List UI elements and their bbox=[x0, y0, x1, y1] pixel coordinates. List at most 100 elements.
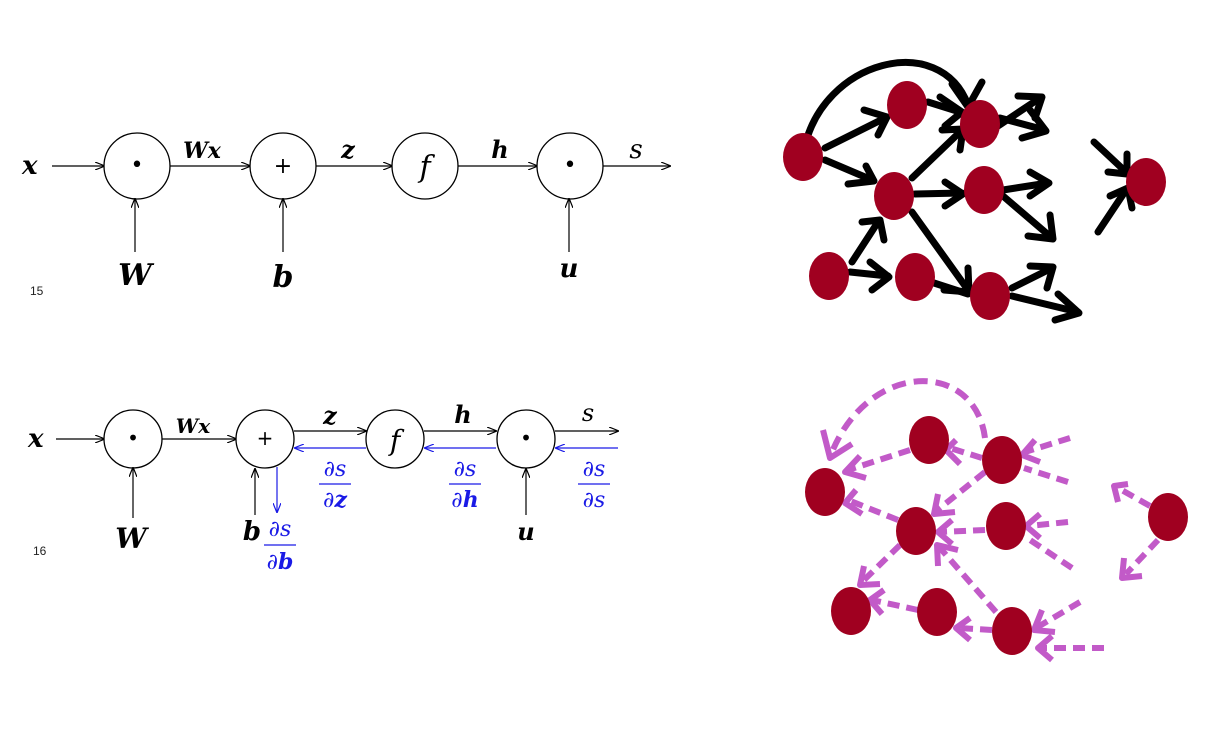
forward-arrow bbox=[848, 218, 882, 266]
forward-arrow bbox=[1094, 186, 1130, 236]
backward-arrowhead bbox=[935, 517, 954, 547]
forward-arrowhead bbox=[1014, 92, 1046, 122]
graph-node bbox=[960, 100, 1000, 148]
mult-node-2-symbol: • bbox=[564, 153, 577, 178]
graph-node bbox=[982, 436, 1022, 484]
label-s: s bbox=[629, 135, 642, 165]
graph-node bbox=[917, 588, 957, 636]
forward-arrow bbox=[908, 126, 966, 182]
backward-arrow bbox=[939, 527, 986, 535]
forward-arrow bbox=[911, 189, 966, 198]
mult-node-1-symbol: • bbox=[131, 153, 144, 178]
forward-flow-graph bbox=[800, 59, 1136, 324]
backward-arrow bbox=[1023, 465, 1069, 485]
add-node-2-symbol: + bbox=[257, 426, 274, 450]
forward-arrowhead bbox=[936, 93, 966, 130]
forward-arrowhead bbox=[1051, 290, 1083, 324]
input-u-label: u bbox=[560, 254, 579, 284]
backward-arrowhead bbox=[931, 493, 956, 517]
forward-arrowhead bbox=[1026, 168, 1053, 200]
backward-arrowhead bbox=[953, 615, 972, 643]
forward-arrow bbox=[908, 208, 972, 294]
backward-arrow bbox=[1024, 435, 1071, 455]
label-Wx-2: Wx bbox=[176, 414, 211, 438]
input-x-label-2: x bbox=[27, 424, 44, 454]
forward-arrowhead bbox=[844, 162, 878, 188]
label-h-2: h bbox=[454, 400, 471, 429]
backward-arrow bbox=[846, 497, 900, 523]
forward-computation-graph: x • W Wx + b z f h • u s bbox=[21, 132, 670, 295]
label-s-2: s bbox=[582, 399, 594, 427]
backward-arrowhead bbox=[1035, 633, 1054, 663]
backward-arrowhead bbox=[857, 565, 881, 588]
add-node-2 bbox=[235, 409, 295, 469]
backward-arrow bbox=[859, 542, 903, 585]
graph-node bbox=[964, 166, 1004, 214]
graph-node bbox=[992, 607, 1032, 655]
label-z-2: z bbox=[322, 401, 338, 430]
forward-arrowhead bbox=[860, 106, 891, 139]
backward-arrowhead bbox=[842, 453, 867, 481]
gradient-ds-dh: ∂s ∂h bbox=[449, 457, 481, 513]
backward-arrow bbox=[871, 597, 919, 613]
graph-node bbox=[1148, 493, 1188, 541]
backward-arrow bbox=[933, 469, 987, 515]
slide-number-16: 16 bbox=[33, 544, 47, 558]
forward-arrow bbox=[821, 114, 889, 152]
grad-ds-db-numerator: ∂s bbox=[269, 517, 292, 542]
gradient-ds-db: ∂s ∂b bbox=[264, 517, 296, 575]
graph-node bbox=[805, 468, 845, 516]
forward-arrow bbox=[999, 192, 1056, 242]
backward-arrow bbox=[1027, 519, 1069, 529]
grad-ds-dh-numerator: ∂s bbox=[454, 457, 477, 482]
slide-number-15: 15 bbox=[30, 284, 44, 298]
forward-arrowhead bbox=[858, 216, 888, 244]
backward-flow-nodes bbox=[805, 416, 1188, 655]
graph-node bbox=[895, 253, 935, 301]
forward-arrow bbox=[1008, 292, 1082, 316]
backward-arrowhead bbox=[1019, 438, 1042, 465]
input-W-label: W bbox=[118, 258, 155, 293]
backward-arrow bbox=[847, 447, 911, 473]
backward-arrow bbox=[1028, 537, 1074, 571]
grad-ds-db-denominator: ∂b bbox=[267, 549, 294, 575]
graph-node bbox=[831, 587, 871, 635]
graph-node bbox=[783, 133, 823, 181]
label-Wx: Wx bbox=[183, 138, 222, 164]
backward-arrow bbox=[957, 625, 993, 633]
forward-arrowhead bbox=[941, 178, 967, 210]
forward-arrow bbox=[1090, 138, 1130, 176]
backward-arrow bbox=[1123, 537, 1161, 577]
backward-arrowhead bbox=[1031, 608, 1056, 635]
graph-node bbox=[986, 502, 1026, 550]
input-b-label: b bbox=[273, 260, 294, 295]
graph-node bbox=[1126, 158, 1166, 206]
backward-arrowhead bbox=[867, 587, 886, 616]
forward-arrow bbox=[930, 279, 972, 298]
graph-node bbox=[874, 172, 914, 220]
function-node-2 bbox=[365, 409, 425, 469]
forward-arrowhead bbox=[1026, 262, 1057, 292]
gradient-ds-ds: ∂s ∂s bbox=[578, 457, 610, 513]
graph-node bbox=[887, 81, 927, 129]
graph-node bbox=[809, 252, 849, 300]
input-W-label-2: W bbox=[115, 522, 149, 555]
graph-node bbox=[970, 272, 1010, 320]
backward-arrowhead bbox=[934, 542, 959, 567]
backward-curved-arrowhead bbox=[820, 429, 854, 461]
input-b-label-2: b bbox=[243, 517, 261, 547]
label-h: h bbox=[491, 135, 508, 164]
backward-arrow bbox=[949, 445, 983, 461]
forward-arrowhead bbox=[1024, 211, 1057, 243]
input-x-label: x bbox=[21, 151, 38, 181]
backward-arrowhead bbox=[1111, 481, 1129, 503]
grad-ds-dz-denominator: ∂z bbox=[323, 487, 347, 513]
backward-arrow bbox=[1034, 599, 1082, 631]
label-z: z bbox=[340, 135, 356, 164]
grad-ds-ds-numerator: ∂s bbox=[583, 457, 606, 482]
forward-arrowhead bbox=[1104, 150, 1131, 178]
backward-computation-graph: x • W Wx + b ∂s ∂b z ∂s ∂z f h bbox=[27, 399, 618, 575]
forward-arrow bbox=[821, 156, 876, 184]
add-node-symbol: + bbox=[274, 154, 292, 179]
